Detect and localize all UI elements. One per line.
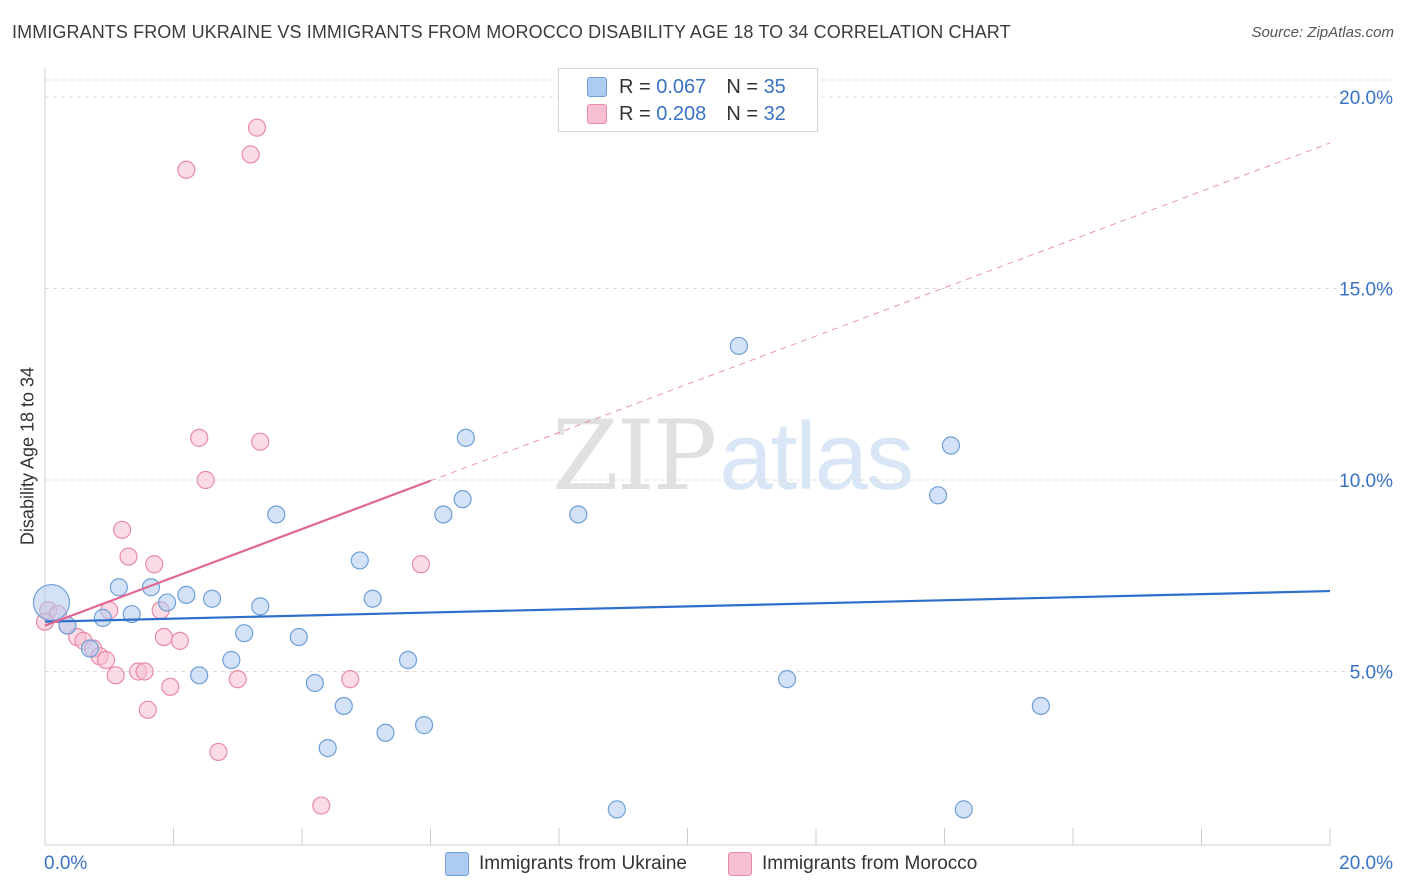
data-point-morocco	[251, 432, 270, 451]
bottom-legend-morocco: Immigrants from Morocco	[728, 852, 977, 876]
data-point-ukraine	[414, 716, 434, 735]
bottom-legend-label-ukraine: Immigrants from Ukraine	[479, 853, 687, 874]
correlation-legend: R = 0.067 N = 35 R = 0.208 N = 32	[558, 68, 818, 132]
data-point-morocco	[112, 520, 132, 539]
data-point-morocco	[312, 796, 331, 815]
trend-line-ukraine	[44, 589, 1331, 623]
data-point-ukraine	[569, 505, 588, 524]
data-point-ukraine	[928, 486, 948, 505]
data-point-ukraine	[177, 585, 196, 605]
legend-row-ukraine: R = 0.067 N = 35	[587, 75, 786, 99]
data-point-morocco	[190, 428, 209, 447]
trend-layer	[44, 142, 1331, 627]
legend-n-value: 32	[763, 102, 786, 125]
chart-title: IMMIGRANTS FROM UKRAINE VS IMMIGRANTS FR…	[12, 22, 1011, 42]
data-point-ukraine	[157, 593, 177, 612]
watermark: ZIPatlas	[552, 400, 914, 512]
data-point-ukraine	[453, 490, 472, 509]
watermark-atlas: atlas	[719, 403, 914, 510]
y-tick-label: 10.0%	[1339, 471, 1393, 492]
data-point-ukraine	[318, 738, 337, 758]
data-point-ukraine	[289, 627, 308, 647]
bottom-legend-label-morocco: Immigrants from Morocco	[762, 853, 978, 874]
data-point-ukraine	[305, 673, 324, 693]
legend-r-value: 0.067	[656, 75, 707, 98]
data-point-ukraine	[32, 583, 71, 622]
data-point-ukraine	[363, 589, 382, 608]
data-point-morocco	[138, 700, 157, 719]
legend-r-value: 0.208	[656, 102, 707, 125]
data-point-morocco	[161, 677, 180, 696]
legend-r-label: R =	[619, 102, 657, 125]
data-point-ukraine	[222, 650, 241, 670]
data-point-ukraine	[954, 800, 973, 819]
data-point-ukraine	[607, 800, 626, 819]
data-point-ukraine	[93, 608, 112, 627]
data-point-ukraine	[376, 723, 395, 742]
x-tick-label: 0.0%	[44, 853, 87, 874]
y-axis-label: Disability Age 18 to 34	[17, 366, 38, 546]
legend-n-label: N =	[726, 102, 764, 125]
data-point-morocco	[341, 670, 360, 689]
data-point-ukraine	[190, 666, 209, 685]
data-point-morocco	[247, 118, 267, 137]
y-tick-label: 20.0%	[1339, 88, 1393, 109]
data-point-morocco	[154, 627, 173, 647]
data-point-morocco	[241, 145, 260, 164]
data-point-morocco	[119, 547, 138, 566]
data-point-ukraine	[456, 428, 475, 447]
data-point-ukraine	[122, 604, 141, 624]
data-point-ukraine	[398, 650, 418, 670]
watermark-zip: ZIP	[552, 400, 717, 512]
data-point-ukraine	[350, 551, 369, 570]
data-point-morocco	[196, 470, 215, 490]
x-tick-label: 20.0%	[1339, 853, 1393, 874]
data-point-morocco	[170, 631, 190, 650]
trend-line-morocco	[44, 479, 431, 627]
source-label: Source: ZipAtlas.com	[1251, 24, 1394, 41]
data-point-morocco	[209, 742, 228, 762]
data-point-ukraine	[777, 670, 797, 689]
data-point-morocco	[106, 666, 125, 685]
trend-line-extension-morocco	[430, 142, 1331, 482]
data-point-ukraine	[1031, 696, 1050, 716]
axis-layer	[44, 68, 1331, 846]
data-point-ukraine	[235, 624, 254, 643]
data-point-ukraine	[251, 597, 270, 616]
data-point-morocco	[96, 650, 116, 670]
bottom-legend-swatch-morocco	[728, 852, 752, 876]
data-point-morocco	[145, 555, 164, 574]
data-point-morocco	[411, 555, 430, 574]
data-point-morocco	[228, 670, 247, 689]
legend-row-morocco: R = 0.208 N = 32	[587, 102, 786, 126]
legend-swatch-morocco	[587, 104, 607, 124]
data-point-ukraine	[334, 696, 353, 716]
data-point-morocco	[135, 662, 154, 681]
y-tick-label: 15.0%	[1339, 280, 1393, 301]
bottom-legend-ukraine: Immigrants from Ukraine	[445, 852, 687, 876]
legend-swatch-ukraine	[587, 77, 607, 97]
legend-r-label: R =	[619, 75, 657, 98]
data-point-ukraine	[941, 436, 961, 455]
data-point-morocco	[177, 160, 196, 179]
data-point-ukraine	[202, 589, 222, 608]
legend-n-label: N =	[726, 75, 764, 98]
data-point-ukraine	[80, 639, 100, 658]
bottom-legend-swatch-ukraine	[445, 852, 469, 876]
data-point-ukraine	[267, 505, 286, 524]
data-point-ukraine	[729, 336, 749, 356]
y-tick-label: 5.0%	[1350, 663, 1393, 684]
data-point-ukraine	[434, 505, 453, 524]
data-point-ukraine	[109, 578, 128, 597]
points-layer	[32, 118, 1050, 819]
legend-n-value: 35	[763, 75, 786, 98]
tick-label-layer: 5.0% 10.0% 15.0% 20.0% 0.0% 20.0%	[44, 88, 1393, 874]
grid-layer	[45, 79, 1392, 672]
